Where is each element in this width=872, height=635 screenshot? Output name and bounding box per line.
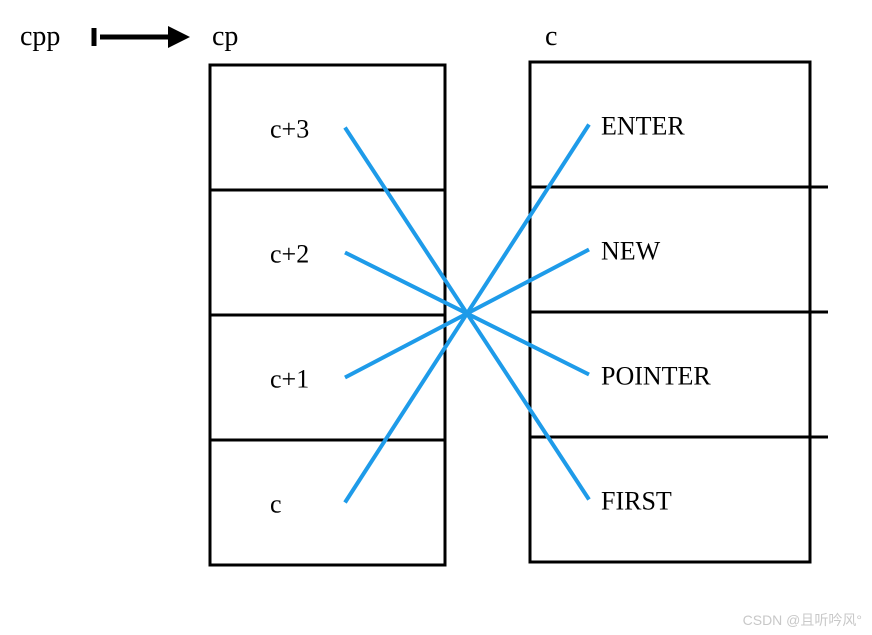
c-cell-2: POINTER [601,362,711,391]
watermark: CSDN @且听吟风° [743,612,862,628]
c-cell-1: NEW [601,237,661,266]
cp-cell-0: c+3 [270,115,309,144]
c-cell-0: ENTER [601,112,685,141]
arrow-head [168,26,190,48]
cp-cell-2: c+1 [270,365,309,394]
c-cell-3: FIRST [601,487,672,516]
label-cp: cp [212,21,238,52]
label-cpp: cpp [20,21,60,52]
cp-array-box: c+3 c+2 c+1 c [210,65,445,565]
c-array-box: ENTER NEW POINTER FIRST [530,62,828,562]
label-c: c [545,21,557,52]
cp-cell-1: c+2 [270,240,309,269]
cp-cell-3: c [270,490,282,519]
